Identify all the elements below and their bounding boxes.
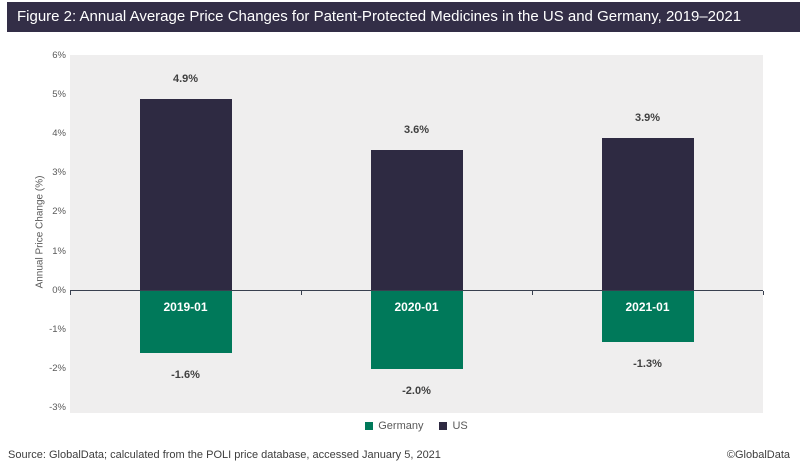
- y-tick-label: -2%: [49, 362, 66, 374]
- us-bar: [370, 149, 463, 291]
- us-bar: [601, 138, 694, 291]
- legend-item-germany: Germany: [365, 420, 423, 432]
- germany-value-label: -2.0%: [402, 384, 431, 397]
- us-bar: [139, 99, 232, 291]
- y-tick-label: 1%: [52, 245, 66, 257]
- footer: Source: GlobalData; calculated from the …: [8, 449, 790, 461]
- legend-label: US: [452, 420, 468, 432]
- y-tick-label: -1%: [49, 323, 66, 335]
- germany-bar: [370, 290, 463, 369]
- copyright-note: ©GlobalData: [726, 449, 790, 461]
- us-value-label: 3.9%: [634, 112, 661, 125]
- category-label: 2021-01: [625, 299, 670, 314]
- category-label: 2019-01: [163, 299, 208, 314]
- category-axis-tick: [301, 290, 302, 295]
- legend-label: Germany: [378, 420, 424, 432]
- us-value-label: 4.9%: [172, 73, 199, 86]
- category-axis-tick: [763, 290, 764, 295]
- zero-line: [70, 290, 763, 292]
- y-tick-label: 6%: [52, 50, 66, 61]
- y-tick-label: 0%: [52, 284, 66, 296]
- y-tick-label: 2%: [52, 206, 66, 218]
- germany-value-label: -1.3%: [633, 357, 662, 370]
- category-label: 2020-01: [394, 299, 439, 314]
- us-value-label: 3.6%: [403, 123, 430, 136]
- germany-bar: [139, 290, 232, 354]
- legend: Germany US: [70, 420, 763, 432]
- source-note: Source: GlobalData; calculated from the …: [8, 449, 441, 461]
- y-tick-label: -3%: [49, 402, 66, 413]
- y-tick-label: 5%: [52, 89, 66, 101]
- legend-swatch-icon: [365, 422, 374, 430]
- legend-item-us: US: [439, 420, 468, 432]
- y-tick-label: 3%: [52, 167, 66, 179]
- germany-bar: [601, 290, 694, 342]
- category-axis-tick: [532, 290, 533, 295]
- legend-swatch-icon: [439, 422, 448, 430]
- figure-title: Figure 2: Annual Average Price Changes f…: [7, 2, 800, 32]
- y-axis-title: Annual Price Change (%): [34, 175, 46, 289]
- germany-value-label: -1.6%: [171, 369, 200, 382]
- category-axis-tick: [70, 290, 71, 295]
- y-tick-label: 4%: [52, 128, 66, 140]
